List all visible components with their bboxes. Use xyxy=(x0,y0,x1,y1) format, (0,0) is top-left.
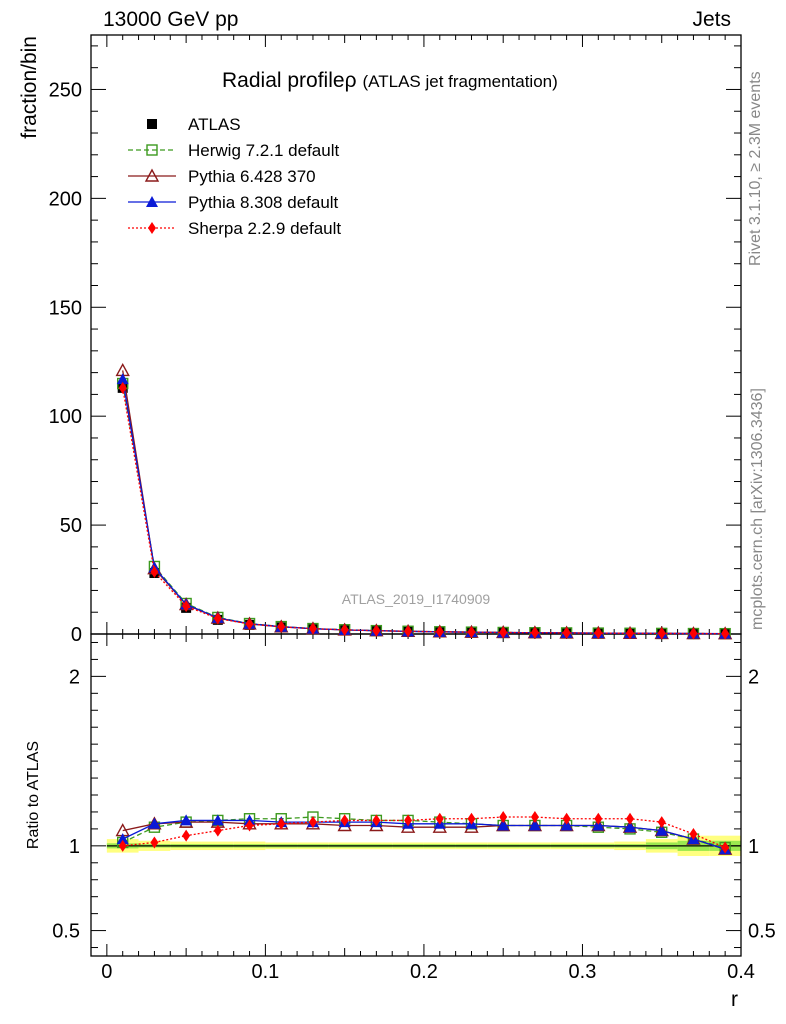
ratio-data-point xyxy=(148,817,161,829)
ratio-plot-frame xyxy=(90,633,742,957)
ratio-data-point xyxy=(626,812,635,825)
ratio-y-tick-label: 2 xyxy=(69,666,80,688)
ratio-y-tick-label: 0.5 xyxy=(52,921,80,943)
data-point xyxy=(562,626,571,639)
data-point xyxy=(721,627,730,640)
data-point xyxy=(182,600,191,613)
data-point xyxy=(626,627,635,640)
ratio-data-point xyxy=(467,812,476,825)
legend-marker xyxy=(146,144,158,156)
legend-label: Pythia 8.308 default xyxy=(188,193,339,212)
ratio-data-point xyxy=(497,819,510,831)
analysis-watermark: ATLAS_2019_I1740909 xyxy=(342,591,491,607)
y-tick-label: 0 xyxy=(71,624,82,646)
y-tick-label: 50 xyxy=(60,515,82,537)
chart-title-main: Radial profileρ xyxy=(222,69,357,92)
legend-label: Sherpa 2.2.9 default xyxy=(188,219,341,238)
y-tick-label: 100 xyxy=(49,406,82,428)
legend-label: Pythia 6.428 370 xyxy=(188,167,316,186)
data-point xyxy=(435,625,444,638)
ratio-data-point xyxy=(150,836,159,849)
legend-marker xyxy=(146,196,158,207)
ratio-data-point xyxy=(594,812,603,825)
x-axis-label: r xyxy=(731,988,738,1011)
ratio-data-point xyxy=(180,814,193,826)
ratio-data-point xyxy=(211,814,224,826)
data-point xyxy=(277,620,286,633)
data-point xyxy=(530,626,539,639)
ratio-data-point xyxy=(116,833,129,845)
ratio-data-point xyxy=(655,824,668,836)
mcplots-label: mcplots.cern.ch [arXiv:1306.3436] xyxy=(749,388,766,630)
x-tick-label: 0.2 xyxy=(410,961,438,983)
chart-subtitle: (ATLAS jet fragmentation) xyxy=(363,72,558,91)
data-point xyxy=(118,381,127,394)
ratio-data-point xyxy=(245,819,254,832)
y-tick-label: 200 xyxy=(49,188,82,210)
data-point xyxy=(245,617,254,630)
data-point xyxy=(150,565,159,578)
ratio-data-point xyxy=(435,812,444,825)
ratio-y-tick-label-right: 2 xyxy=(748,666,759,688)
data-point xyxy=(308,622,317,635)
process-label: Jets xyxy=(692,8,731,31)
data-point xyxy=(372,624,381,637)
y-tick-label: 250 xyxy=(49,79,82,101)
y-axis-label: fraction/bin xyxy=(18,36,41,139)
data-point xyxy=(499,626,508,639)
ratio-y-tick-label-right: 0.5 xyxy=(748,921,776,943)
data-point xyxy=(404,625,413,638)
data-point xyxy=(213,612,222,625)
x-tick-label: 0.4 xyxy=(727,961,755,983)
ratio-data-point xyxy=(562,812,571,825)
y-tick-label: 150 xyxy=(49,297,82,319)
x-tick-label: 0.3 xyxy=(569,961,597,983)
ratio-data-point xyxy=(560,819,573,831)
ratio-data-point xyxy=(277,817,286,830)
ratio-y-axis-label: Ratio to ATLAS xyxy=(25,741,42,849)
ratio-data-point xyxy=(182,829,191,842)
ratio-data-point xyxy=(213,824,222,837)
ratio-data-point xyxy=(528,819,541,831)
energy-label: 13000 GeV pp xyxy=(103,8,239,31)
ratio-data-point xyxy=(404,814,413,827)
data-point xyxy=(689,627,698,640)
legend-marker xyxy=(148,222,156,234)
ratio-y-tick-label: 1 xyxy=(69,836,80,858)
ratio-data-point xyxy=(340,814,349,827)
data-point xyxy=(116,373,129,385)
legend-label: ATLAS xyxy=(188,115,241,134)
ratio-series-line xyxy=(122,819,726,850)
legend-label: Herwig 7.2.1 default xyxy=(188,141,339,160)
ratio-data-point xyxy=(721,841,730,854)
ratio-data-point xyxy=(308,816,317,829)
data-point xyxy=(340,623,349,636)
ratio-data-point xyxy=(657,816,666,829)
data-point xyxy=(657,627,666,640)
data-point xyxy=(594,627,603,640)
ratio-data-point xyxy=(118,839,127,852)
series-line xyxy=(122,387,726,635)
legend-marker xyxy=(144,168,160,182)
legend-marker xyxy=(147,119,157,129)
x-tick-label: 0.1 xyxy=(251,961,279,983)
x-tick-label: 0 xyxy=(101,961,112,983)
rivet-version-label: Rivet 3.1.10, ≥ 2.3M events xyxy=(747,71,764,266)
chart-title: Radial profileρ (ATLAS jet fragmentation) xyxy=(222,69,558,92)
ratio-data-point xyxy=(592,819,605,831)
ratio-y-tick-label-right: 1 xyxy=(748,836,759,858)
ratio-data-point xyxy=(530,811,539,824)
ratio-data-point xyxy=(499,811,508,824)
ratio-data-point xyxy=(372,814,381,827)
ratio-data-point xyxy=(689,827,698,840)
ratio-series-line xyxy=(122,816,726,849)
ratio-data-point xyxy=(624,821,637,833)
data-point xyxy=(467,626,476,639)
